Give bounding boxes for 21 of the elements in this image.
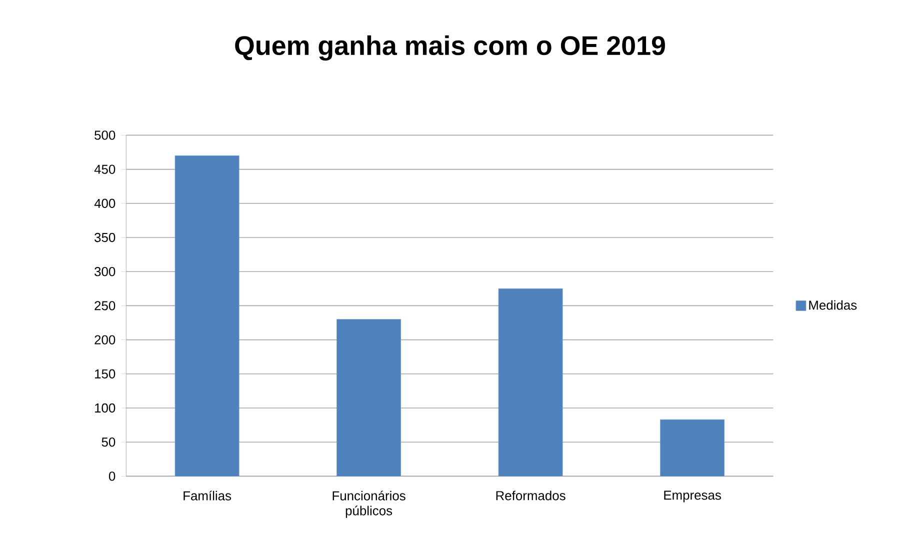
legend-label: Medidas xyxy=(809,300,857,310)
y-tick-label: 450 xyxy=(94,164,116,174)
y-tick-label: 150 xyxy=(95,369,116,378)
x-tick-label: Reformados xyxy=(496,490,566,500)
y-tick-label: 350 xyxy=(94,232,116,242)
bar xyxy=(174,155,240,476)
y-tick-label: 100 xyxy=(95,403,116,413)
bar xyxy=(660,419,724,476)
y-tick-label: 250 xyxy=(94,301,116,310)
x-tick-label: Funcionários públicos xyxy=(332,490,406,518)
y-tick-label: 50 xyxy=(102,438,116,447)
y-tick-label: 200 xyxy=(94,335,116,344)
bar xyxy=(498,288,563,476)
y-tick-label: 0 xyxy=(108,472,116,481)
bar xyxy=(336,319,401,476)
y-tick-label: 300 xyxy=(94,267,116,276)
y-tick-label: 500 xyxy=(94,130,116,140)
y-tick-label: 400 xyxy=(94,198,116,208)
chart-title: Quem ganha mais com o OE 2019 xyxy=(235,35,665,61)
x-tick-label: Famílias xyxy=(184,490,232,500)
x-tick-label: Empresas xyxy=(664,490,721,502)
